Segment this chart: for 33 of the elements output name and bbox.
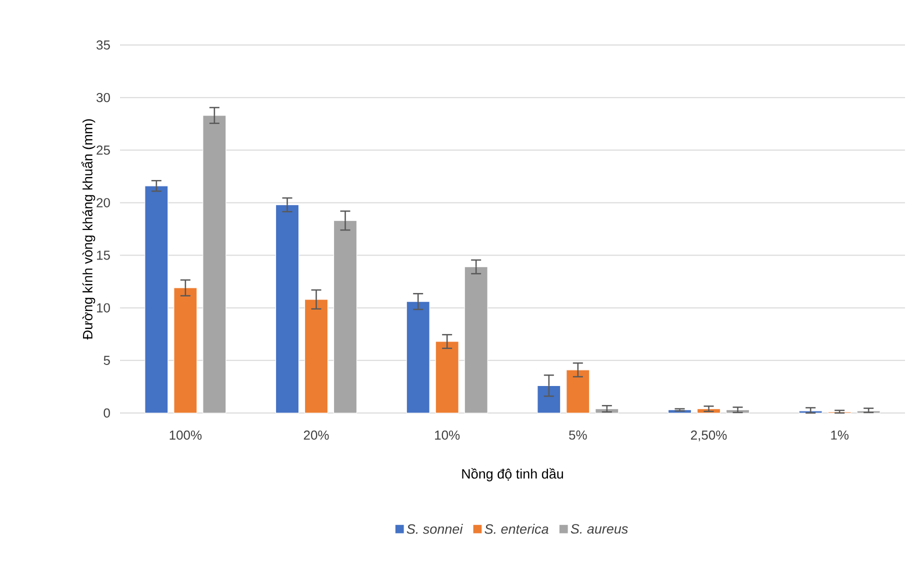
y-tick-label: 0 (104, 408, 110, 418)
bar (435, 341, 459, 414)
bar (566, 370, 590, 414)
bar (696, 408, 721, 414)
bar (798, 410, 822, 414)
bar (537, 385, 561, 414)
x-tick-label: 5% (569, 430, 587, 440)
y-tick-label: 5 (104, 356, 110, 365)
y-tick-label: 20 (96, 198, 110, 208)
legend-label: S. sonnei (406, 524, 463, 534)
bar (144, 186, 168, 414)
bar (275, 204, 300, 414)
y-tick-label: 10 (96, 303, 110, 312)
x-tick-label: 10% (435, 430, 460, 440)
x-tick-label: 1% (831, 430, 849, 440)
bar (304, 299, 328, 414)
y-tick-label: 25 (96, 146, 110, 155)
x-axis-title: Nồng độ tinh dầu (462, 468, 563, 482)
y-tick-label: 15 (96, 250, 110, 260)
x-tick-label: 20% (304, 430, 329, 440)
bar (202, 115, 226, 414)
x-tick-label: 2,50% (690, 430, 727, 442)
legend-label: S. enterica (484, 524, 548, 534)
y-tick-label: 35 (96, 40, 110, 50)
y-axis-title: Đường kính vòng kháng khuẩn (mm) (81, 119, 96, 340)
legend-label: S. aureus (570, 524, 628, 534)
bar (333, 220, 358, 414)
bar (174, 288, 198, 414)
x-tick-label: 100% (170, 430, 202, 440)
bar (406, 301, 430, 414)
y-tick-label: 30 (96, 92, 110, 102)
bar (595, 408, 619, 414)
bar (464, 266, 488, 414)
